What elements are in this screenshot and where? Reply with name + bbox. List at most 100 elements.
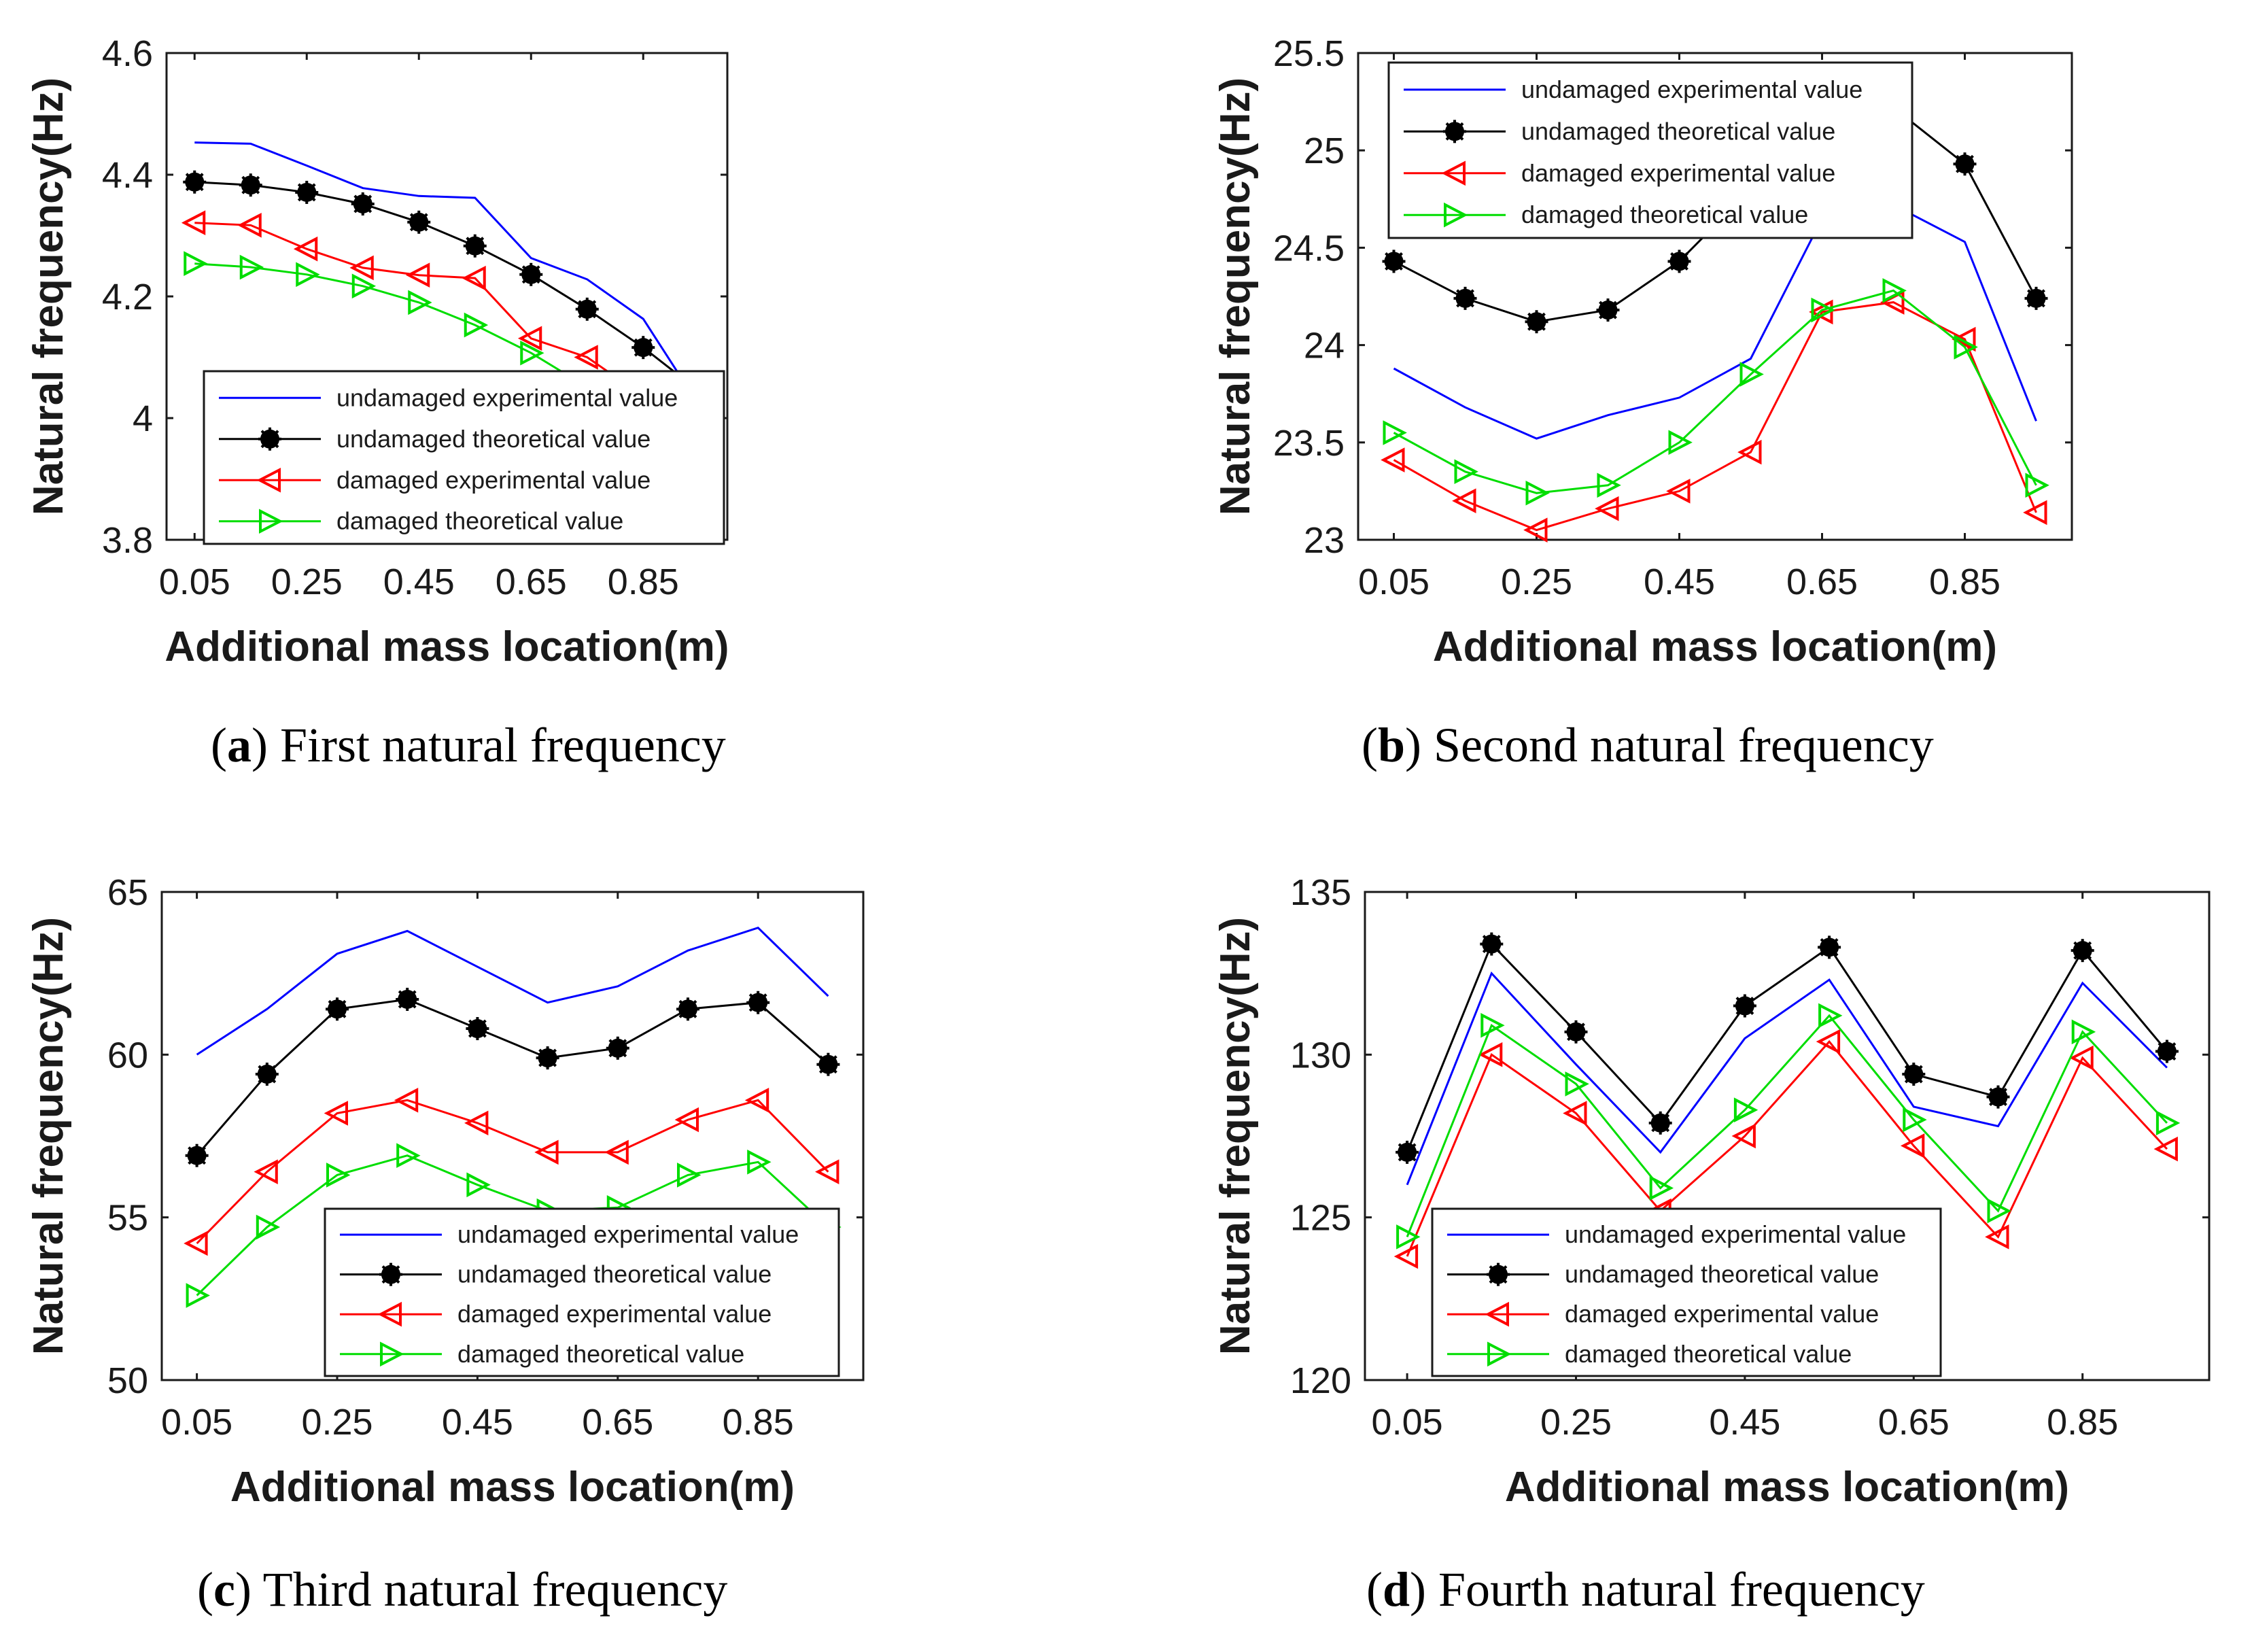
caption-text: Fourth natural frequency <box>1426 1562 1925 1617</box>
y-tick-label: 25.5 <box>1273 33 1345 74</box>
data-point <box>517 326 542 351</box>
series-undamaged-experimental <box>196 926 829 1056</box>
data-point <box>1382 249 1406 273</box>
series-damaged-theoretical <box>1383 278 2049 506</box>
x-tick-label: 0.85 <box>723 1402 794 1443</box>
data-point <box>237 212 262 238</box>
marker-ray <box>1599 300 1617 320</box>
data-point <box>1596 298 1620 322</box>
legend-label: undamaged experimental value <box>336 383 678 411</box>
data-point <box>254 1159 278 1184</box>
legend-box <box>1387 61 1913 239</box>
series-damaged-experimental <box>184 1088 839 1256</box>
x-axis-label: Additional mass location(m) <box>1505 1464 2069 1511</box>
series-line <box>1393 203 2037 440</box>
data-point <box>1954 334 1978 360</box>
y-tick-label: 125 <box>1290 1198 1351 1239</box>
marker-ray <box>608 1039 627 1058</box>
series-line <box>196 1154 829 1296</box>
x-tick-label: 0.85 <box>608 562 679 602</box>
panel-caption: (b) Second natural frequency <box>1362 718 1934 772</box>
data-point <box>239 254 264 280</box>
data-point <box>293 236 318 262</box>
data-point <box>1383 420 1407 445</box>
data-point <box>1381 447 1405 472</box>
data-point <box>462 265 486 291</box>
data-point <box>1809 299 1833 325</box>
legend: undamaged experimental value undamaged th… <box>324 1207 840 1377</box>
caption-open-paren: ( <box>197 1562 213 1617</box>
data-point <box>1737 439 1762 465</box>
data-point <box>1733 994 1756 1018</box>
data-point <box>1733 1097 1759 1122</box>
x-tick-label: 0.45 <box>1709 1402 1780 1443</box>
data-point <box>604 1139 629 1165</box>
legend-box <box>203 370 725 545</box>
y-tick-label: 4.6 <box>102 33 153 74</box>
legend-marker <box>380 1341 404 1367</box>
x-axis-label: Additional mass location(m) <box>230 1464 795 1511</box>
legend: undamaged experimental value undamaged th… <box>1431 1207 1942 1377</box>
y-tick-label: 130 <box>1290 1035 1351 1075</box>
series-undamaged-theoretical <box>1396 932 2179 1164</box>
legend-label: damaged theoretical value <box>1565 1340 1852 1368</box>
y-axis-label: Natural frequency(Hz) <box>25 78 72 515</box>
marker-ray <box>521 265 540 284</box>
data-point <box>1478 1042 1503 1067</box>
data-point <box>1952 326 1976 352</box>
series-undamaged-theoretical <box>185 987 840 1167</box>
data-point <box>2155 1039 2179 1063</box>
caption-open-paren: ( <box>1366 1562 1383 1617</box>
y-tick-label: 24.5 <box>1273 228 1345 269</box>
legend-label: undamaged theoretical value <box>1521 117 1835 145</box>
data-point <box>2069 1045 2094 1071</box>
data-point <box>816 1052 840 1076</box>
series-line <box>196 1099 829 1245</box>
series-undamaged-experimental <box>194 141 701 407</box>
marker-ray <box>185 173 204 192</box>
x-tick-label: 0.65 <box>496 562 567 602</box>
x-tick-label: 0.85 <box>2047 1402 2118 1443</box>
data-point <box>574 345 598 370</box>
data-point <box>631 336 655 360</box>
x-tick-label: 0.05 <box>159 562 230 602</box>
caption-text: Second natural frequency <box>1421 718 1934 772</box>
marker-ray <box>260 430 279 449</box>
data-point <box>185 1143 209 1167</box>
legend-label: damaged experimental value <box>336 466 651 494</box>
caption-close-paren: ) <box>1405 718 1421 772</box>
panel-caption: (d) Fourth natural frequency <box>1366 1562 1925 1617</box>
data-point <box>1816 1029 1841 1054</box>
legend-marker <box>1443 120 1466 143</box>
legend-marker <box>258 427 281 451</box>
caption-letter: a <box>227 718 252 772</box>
data-point <box>1396 1224 1421 1250</box>
data-point <box>2155 1110 2181 1136</box>
marker-ray <box>468 1019 487 1038</box>
x-tick-label: 0.85 <box>1929 562 2000 602</box>
legend-marker <box>256 467 281 493</box>
data-point <box>2071 1019 2096 1045</box>
x-tick-label: 0.05 <box>1358 562 1430 602</box>
data-point <box>1903 1107 1927 1133</box>
y-axis-label: Natural frequency(Hz) <box>1212 78 1259 515</box>
series-undamaged-experimental <box>1406 971 2168 1186</box>
data-point <box>1480 932 1504 956</box>
data-point <box>186 1283 210 1308</box>
x-tick-label: 0.45 <box>1644 562 1715 602</box>
data-point <box>1396 1140 1419 1164</box>
caption-close-paren: ) <box>252 718 268 772</box>
y-tick-label: 23.5 <box>1273 423 1345 464</box>
data-point <box>534 1139 559 1165</box>
legend-marker <box>1441 160 1466 186</box>
data-point <box>575 297 599 321</box>
marker-ray <box>328 999 347 1018</box>
legend: undamaged experimental value undamaged th… <box>203 370 725 545</box>
marker-ray <box>1489 1265 1508 1284</box>
data-point <box>1393 1243 1419 1269</box>
data-point <box>351 273 377 299</box>
data-point <box>1453 286 1477 310</box>
x-tick-label: 0.25 <box>1540 1402 1612 1443</box>
marker-ray <box>353 194 373 213</box>
marker-ray <box>748 993 767 1012</box>
